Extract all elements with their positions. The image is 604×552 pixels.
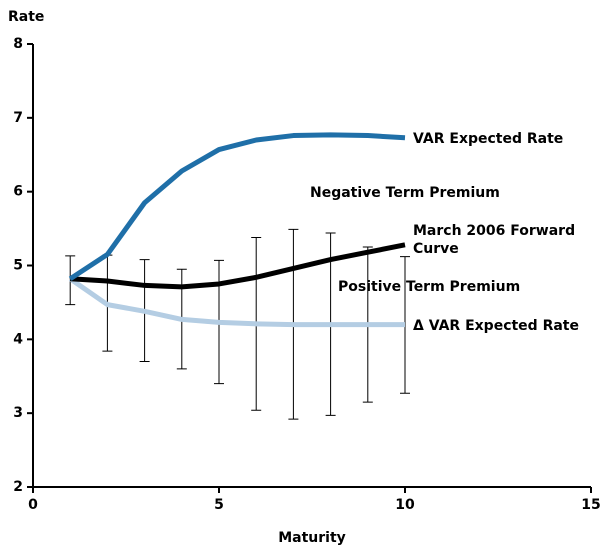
y-axis-label: Rate bbox=[8, 9, 44, 25]
y-tick-label: 8 bbox=[13, 36, 23, 52]
x-tick-label: 5 bbox=[214, 497, 224, 513]
x-tick-label: 0 bbox=[28, 497, 38, 513]
y-tick-label: 5 bbox=[13, 258, 23, 274]
x-tick-label: 15 bbox=[581, 497, 600, 513]
series-label: March 2006 Forward Curve bbox=[413, 223, 576, 257]
y-tick-label: 3 bbox=[13, 405, 23, 421]
y-tick-label: 4 bbox=[13, 331, 23, 347]
y-tick-label: 2 bbox=[13, 479, 23, 495]
series-line bbox=[68, 132, 406, 281]
annotation: Negative Term Premium bbox=[310, 185, 500, 201]
series-label: Δ VAR Expected Rate bbox=[413, 318, 579, 334]
x-tick-label: 10 bbox=[395, 497, 415, 513]
series-label: VAR Expected Rate bbox=[413, 131, 564, 147]
x-axis-label: Maturity bbox=[278, 530, 346, 546]
series-line bbox=[70, 242, 406, 290]
series-line bbox=[68, 276, 405, 328]
y-tick-label: 6 bbox=[13, 184, 23, 200]
y-tick-label: 7 bbox=[13, 110, 23, 126]
annotation: Positive Term Premium bbox=[338, 279, 521, 295]
